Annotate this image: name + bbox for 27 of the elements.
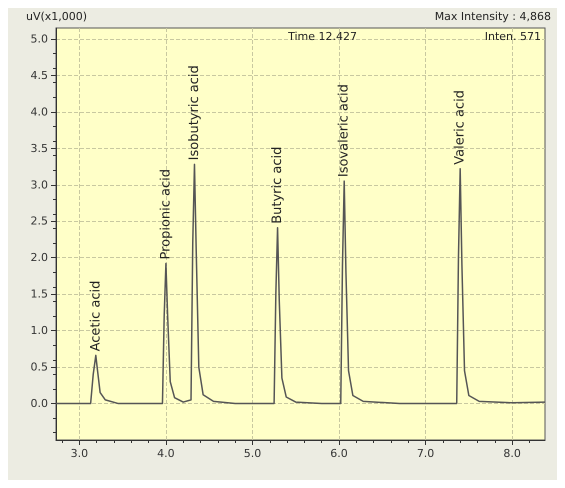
text: Max Intensity : 4,868 (434, 10, 552, 23)
x-tick-label: 4.0 (157, 447, 175, 460)
annotation: Butyric acid (270, 146, 286, 224)
annotation: Isobutyric acid (186, 65, 202, 160)
y-tick-label: 5.0 (30, 32, 48, 46)
annotation: Time 12.427 (287, 30, 357, 43)
y-axis-title: uV(x1,000) (26, 10, 88, 23)
x-tick-label: 6.0 (330, 447, 348, 460)
y-tick-label: 2.0 (30, 251, 48, 264)
annotation: Acetic acid (88, 280, 104, 352)
y-tick-label: 3.0 (30, 178, 48, 192)
y-tick-label: 0.5 (30, 360, 48, 374)
annotation: Inten. 571 (484, 30, 542, 43)
x-tick-label: 3.0 (70, 447, 88, 460)
y-tick-label: 2.5 (30, 214, 48, 228)
annotation: Propionic acid (158, 168, 174, 260)
y-tick-label: 0.0 (30, 397, 48, 410)
x-tick-label: 7.0 (416, 447, 434, 460)
y-tick-label: 4.5 (30, 68, 48, 82)
x-tick-label: 8.0 (503, 447, 521, 460)
annotation: Isovaleric acid (336, 84, 352, 178)
y-tick-label: 1.0 (30, 324, 48, 338)
y-tick-label: 1.5 (30, 288, 48, 301)
y-tick-label: 4.0 (30, 105, 48, 118)
annotation: Valeric acid (452, 90, 468, 165)
y-tick-label: 3.5 (30, 142, 48, 155)
x-tick-label: 5.0 (244, 447, 262, 460)
